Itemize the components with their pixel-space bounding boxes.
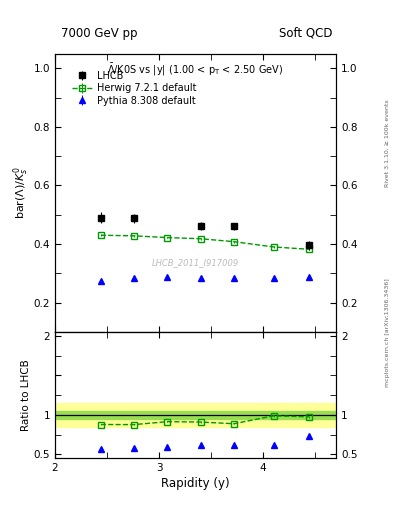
X-axis label: Rapidity (y): Rapidity (y) [161, 477, 230, 490]
Text: $\bar{\Lambda}$/K0S vs |y| (1.00 < p$_\mathrm{T}$ < 2.50 GeV): $\bar{\Lambda}$/K0S vs |y| (1.00 < p$_\m… [107, 62, 284, 78]
Bar [55, 403, 336, 426]
Legend: LHCB, Herwig 7.2.1 default, Pythia 8.308 default: LHCB, Herwig 7.2.1 default, Pythia 8.308… [68, 67, 200, 110]
Text: Soft QCD: Soft QCD [279, 27, 332, 40]
Text: Rivet 3.1.10, ≥ 100k events: Rivet 3.1.10, ≥ 100k events [385, 99, 390, 187]
Bar [55, 411, 336, 419]
Text: mcplots.cern.ch [arXiv:1306.3436]: mcplots.cern.ch [arXiv:1306.3436] [385, 279, 390, 387]
Y-axis label: bar($\Lambda$)/$K^0_s$: bar($\Lambda$)/$K^0_s$ [11, 166, 31, 219]
Text: 7000 GeV pp: 7000 GeV pp [61, 27, 138, 40]
Y-axis label: Ratio to LHCB: Ratio to LHCB [21, 359, 31, 431]
Text: LHCB_2011_I917009: LHCB_2011_I917009 [152, 258, 239, 267]
